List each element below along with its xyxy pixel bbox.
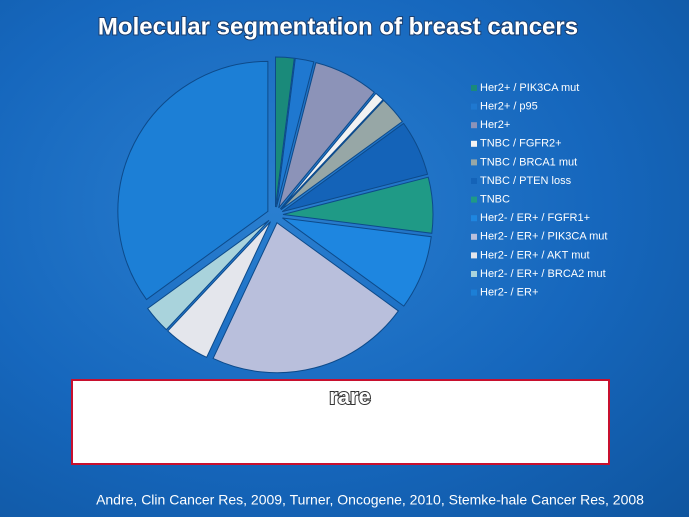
pie-slice xyxy=(146,219,270,331)
legend-marker xyxy=(471,196,477,203)
pie-slice xyxy=(282,176,434,234)
legend: Her2+ / PIK3CA mut Her2+ / p95 Her2+ TNBC /… xyxy=(471,82,607,299)
pie-slice xyxy=(212,221,400,374)
legend-marker xyxy=(471,140,477,147)
legend-label: Her2- / ER+ / AKT mut xyxy=(480,249,590,261)
legend-marker xyxy=(471,215,477,222)
legend-marker xyxy=(471,233,477,240)
legend-label: TNBC / FGFR2+ xyxy=(480,138,562,150)
pie-slice xyxy=(280,99,404,211)
pie xyxy=(117,56,434,374)
legend-label: TNBC / BRCA1 mut xyxy=(480,156,577,168)
legend-marker xyxy=(471,159,477,166)
legend-marker xyxy=(471,122,477,129)
pie-slice xyxy=(167,221,271,359)
legend-label: Her2+ / PIK3CA mut xyxy=(480,82,579,94)
legend-label: Her2- / ER+ / BRCA2 mut xyxy=(480,268,606,280)
pie-slice xyxy=(279,92,384,210)
legend-label: Her2- / ER+ xyxy=(480,287,538,299)
pie-slice xyxy=(281,122,429,213)
pie-slice xyxy=(278,61,375,209)
legend-marker xyxy=(471,289,477,296)
legend-marker xyxy=(471,271,477,277)
annotation: rare xyxy=(329,384,371,409)
annotation-box xyxy=(71,379,610,465)
legend-label: TNBC xyxy=(480,194,510,206)
chart-title: Molecular segmentation of breast cancers xyxy=(98,13,578,40)
legend-marker xyxy=(471,178,477,184)
legend-label: TNBC / PTEN loss xyxy=(480,175,572,187)
footer: Andre, Clin Cancer Res, 2009, Turner, On… xyxy=(96,492,644,508)
legend-label: Her2+ / p95 xyxy=(480,101,538,113)
legend-marker xyxy=(471,252,477,259)
legend-label: Her2+ xyxy=(480,119,510,131)
legend-label: Her2- / ER+ / FGFR1+ xyxy=(480,212,590,224)
pie-slice xyxy=(282,217,432,307)
pie-slice xyxy=(275,56,295,208)
legend-marker xyxy=(471,103,477,110)
legend-marker xyxy=(471,85,477,91)
legend-label: Her2- / ER+ / PIK3CA mut xyxy=(480,231,607,243)
pie-slice xyxy=(276,57,315,208)
pie-slice xyxy=(117,60,269,301)
